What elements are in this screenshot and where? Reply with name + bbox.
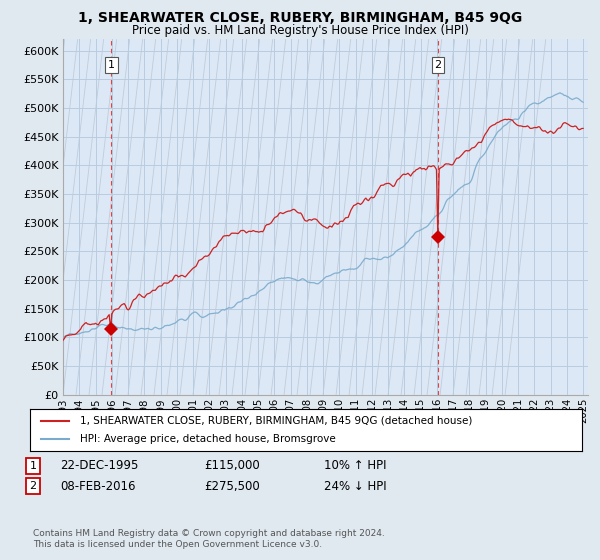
Text: £275,500: £275,500 xyxy=(204,479,260,493)
Text: 10% ↑ HPI: 10% ↑ HPI xyxy=(324,459,386,473)
Text: 1, SHEARWATER CLOSE, RUBERY, BIRMINGHAM, B45 9QG (detached house): 1, SHEARWATER CLOSE, RUBERY, BIRMINGHAM,… xyxy=(80,416,472,426)
Text: 2: 2 xyxy=(29,481,37,491)
Text: HPI: Average price, detached house, Bromsgrove: HPI: Average price, detached house, Brom… xyxy=(80,434,335,444)
Text: 08-FEB-2016: 08-FEB-2016 xyxy=(60,479,136,493)
Text: Contains HM Land Registry data © Crown copyright and database right 2024.
This d: Contains HM Land Registry data © Crown c… xyxy=(33,529,385,549)
Text: 2: 2 xyxy=(434,60,442,70)
Text: 22-DEC-1995: 22-DEC-1995 xyxy=(60,459,139,473)
Text: 1: 1 xyxy=(108,60,115,70)
Text: Price paid vs. HM Land Registry's House Price Index (HPI): Price paid vs. HM Land Registry's House … xyxy=(131,24,469,36)
Text: £115,000: £115,000 xyxy=(204,459,260,473)
Text: 1, SHEARWATER CLOSE, RUBERY, BIRMINGHAM, B45 9QG: 1, SHEARWATER CLOSE, RUBERY, BIRMINGHAM,… xyxy=(78,11,522,25)
Text: 24% ↓ HPI: 24% ↓ HPI xyxy=(324,479,386,493)
Text: 1: 1 xyxy=(29,461,37,471)
